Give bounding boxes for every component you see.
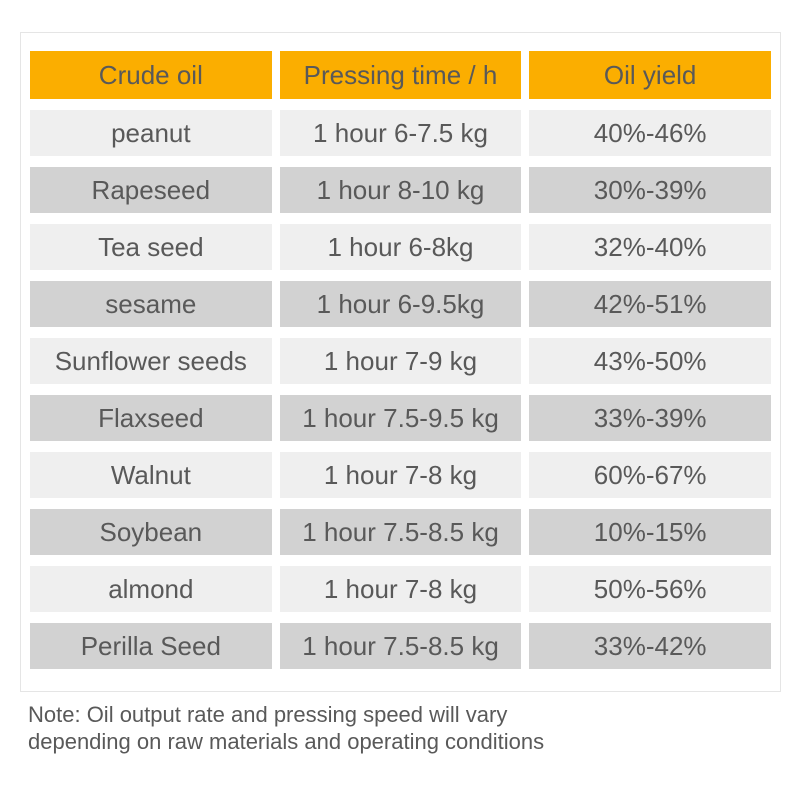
table-cell-r7-c3: 60%-67% — [529, 452, 771, 498]
table-cell-r5-c1: Sunflower seeds — [30, 338, 272, 384]
note-line-1: Note: Oil output rate and pressing speed… — [28, 702, 508, 727]
table-cell-r9-c3: 50%-56% — [529, 566, 771, 612]
table-cell-r4-c2: 1 hour 6-9.5kg — [279, 281, 522, 327]
table-cell-r6-c1: Flaxseed — [30, 395, 272, 441]
table-cell-r10-c2: 1 hour 7.5-8.5 kg — [279, 623, 522, 669]
table-cell-r1-c1: peanut — [30, 110, 272, 156]
table-cell-r9-c2: 1 hour 7-8 kg — [279, 566, 522, 612]
table-cell-r1-c3: 40%-46% — [529, 110, 771, 156]
table-cell-r7-c1: Walnut — [30, 452, 272, 498]
oil-yield-table-card: Crude oil Pressing time / h Oil yield peanu… — [20, 32, 781, 692]
table-cell-r2-c2: 1 hour 8-10 kg — [279, 167, 522, 213]
table-cell-r5-c3: 43%-50% — [529, 338, 771, 384]
table-cell-r6-c3: 33%-39% — [529, 395, 771, 441]
table-cell-r6-c2: 1 hour 7.5-9.5 kg — [279, 395, 522, 441]
note-line-2: depending on raw materials and operating… — [28, 729, 545, 754]
table-cell-r9-c1: almond — [30, 566, 272, 612]
table-cell-r10-c1: Perilla Seed — [30, 623, 272, 669]
table-cell-r1-c2: 1 hour 6-7.5 kg — [279, 110, 522, 156]
header-cell-crude-oil: Crude oil — [30, 51, 272, 99]
table-cell-r10-c3: 33%-42% — [529, 623, 771, 669]
table-cell-r3-c2: 1 hour 6-8kg — [279, 224, 522, 270]
header-cell-oil-yield: Oil yield — [529, 51, 771, 99]
table-cell-r8-c1: Soybean — [30, 509, 272, 555]
table-cell-r3-c3: 32%-40% — [529, 224, 771, 270]
header-cell-pressing-time-h: Pressing time / h — [279, 51, 522, 99]
table-cell-r2-c3: 30%-39% — [529, 167, 771, 213]
note: Note: Oil output rate and pressing speed… — [28, 701, 544, 755]
table-cell-r3-c1: Tea seed — [30, 224, 272, 270]
table-cell-r2-c1: Rapeseed — [30, 167, 272, 213]
oil-yield-table: Crude oil Pressing time / h Oil yield peanu… — [30, 51, 771, 669]
table-cell-r8-c2: 1 hour 7.5-8.5 kg — [279, 509, 522, 555]
table-cell-r5-c2: 1 hour 7-9 kg — [279, 338, 522, 384]
table-cell-r7-c2: 1 hour 7-8 kg — [279, 452, 522, 498]
table-cell-r8-c3: 10%-15% — [529, 509, 771, 555]
table-cell-r4-c1: sesame — [30, 281, 272, 327]
table-cell-r4-c3: 42%-51% — [529, 281, 771, 327]
